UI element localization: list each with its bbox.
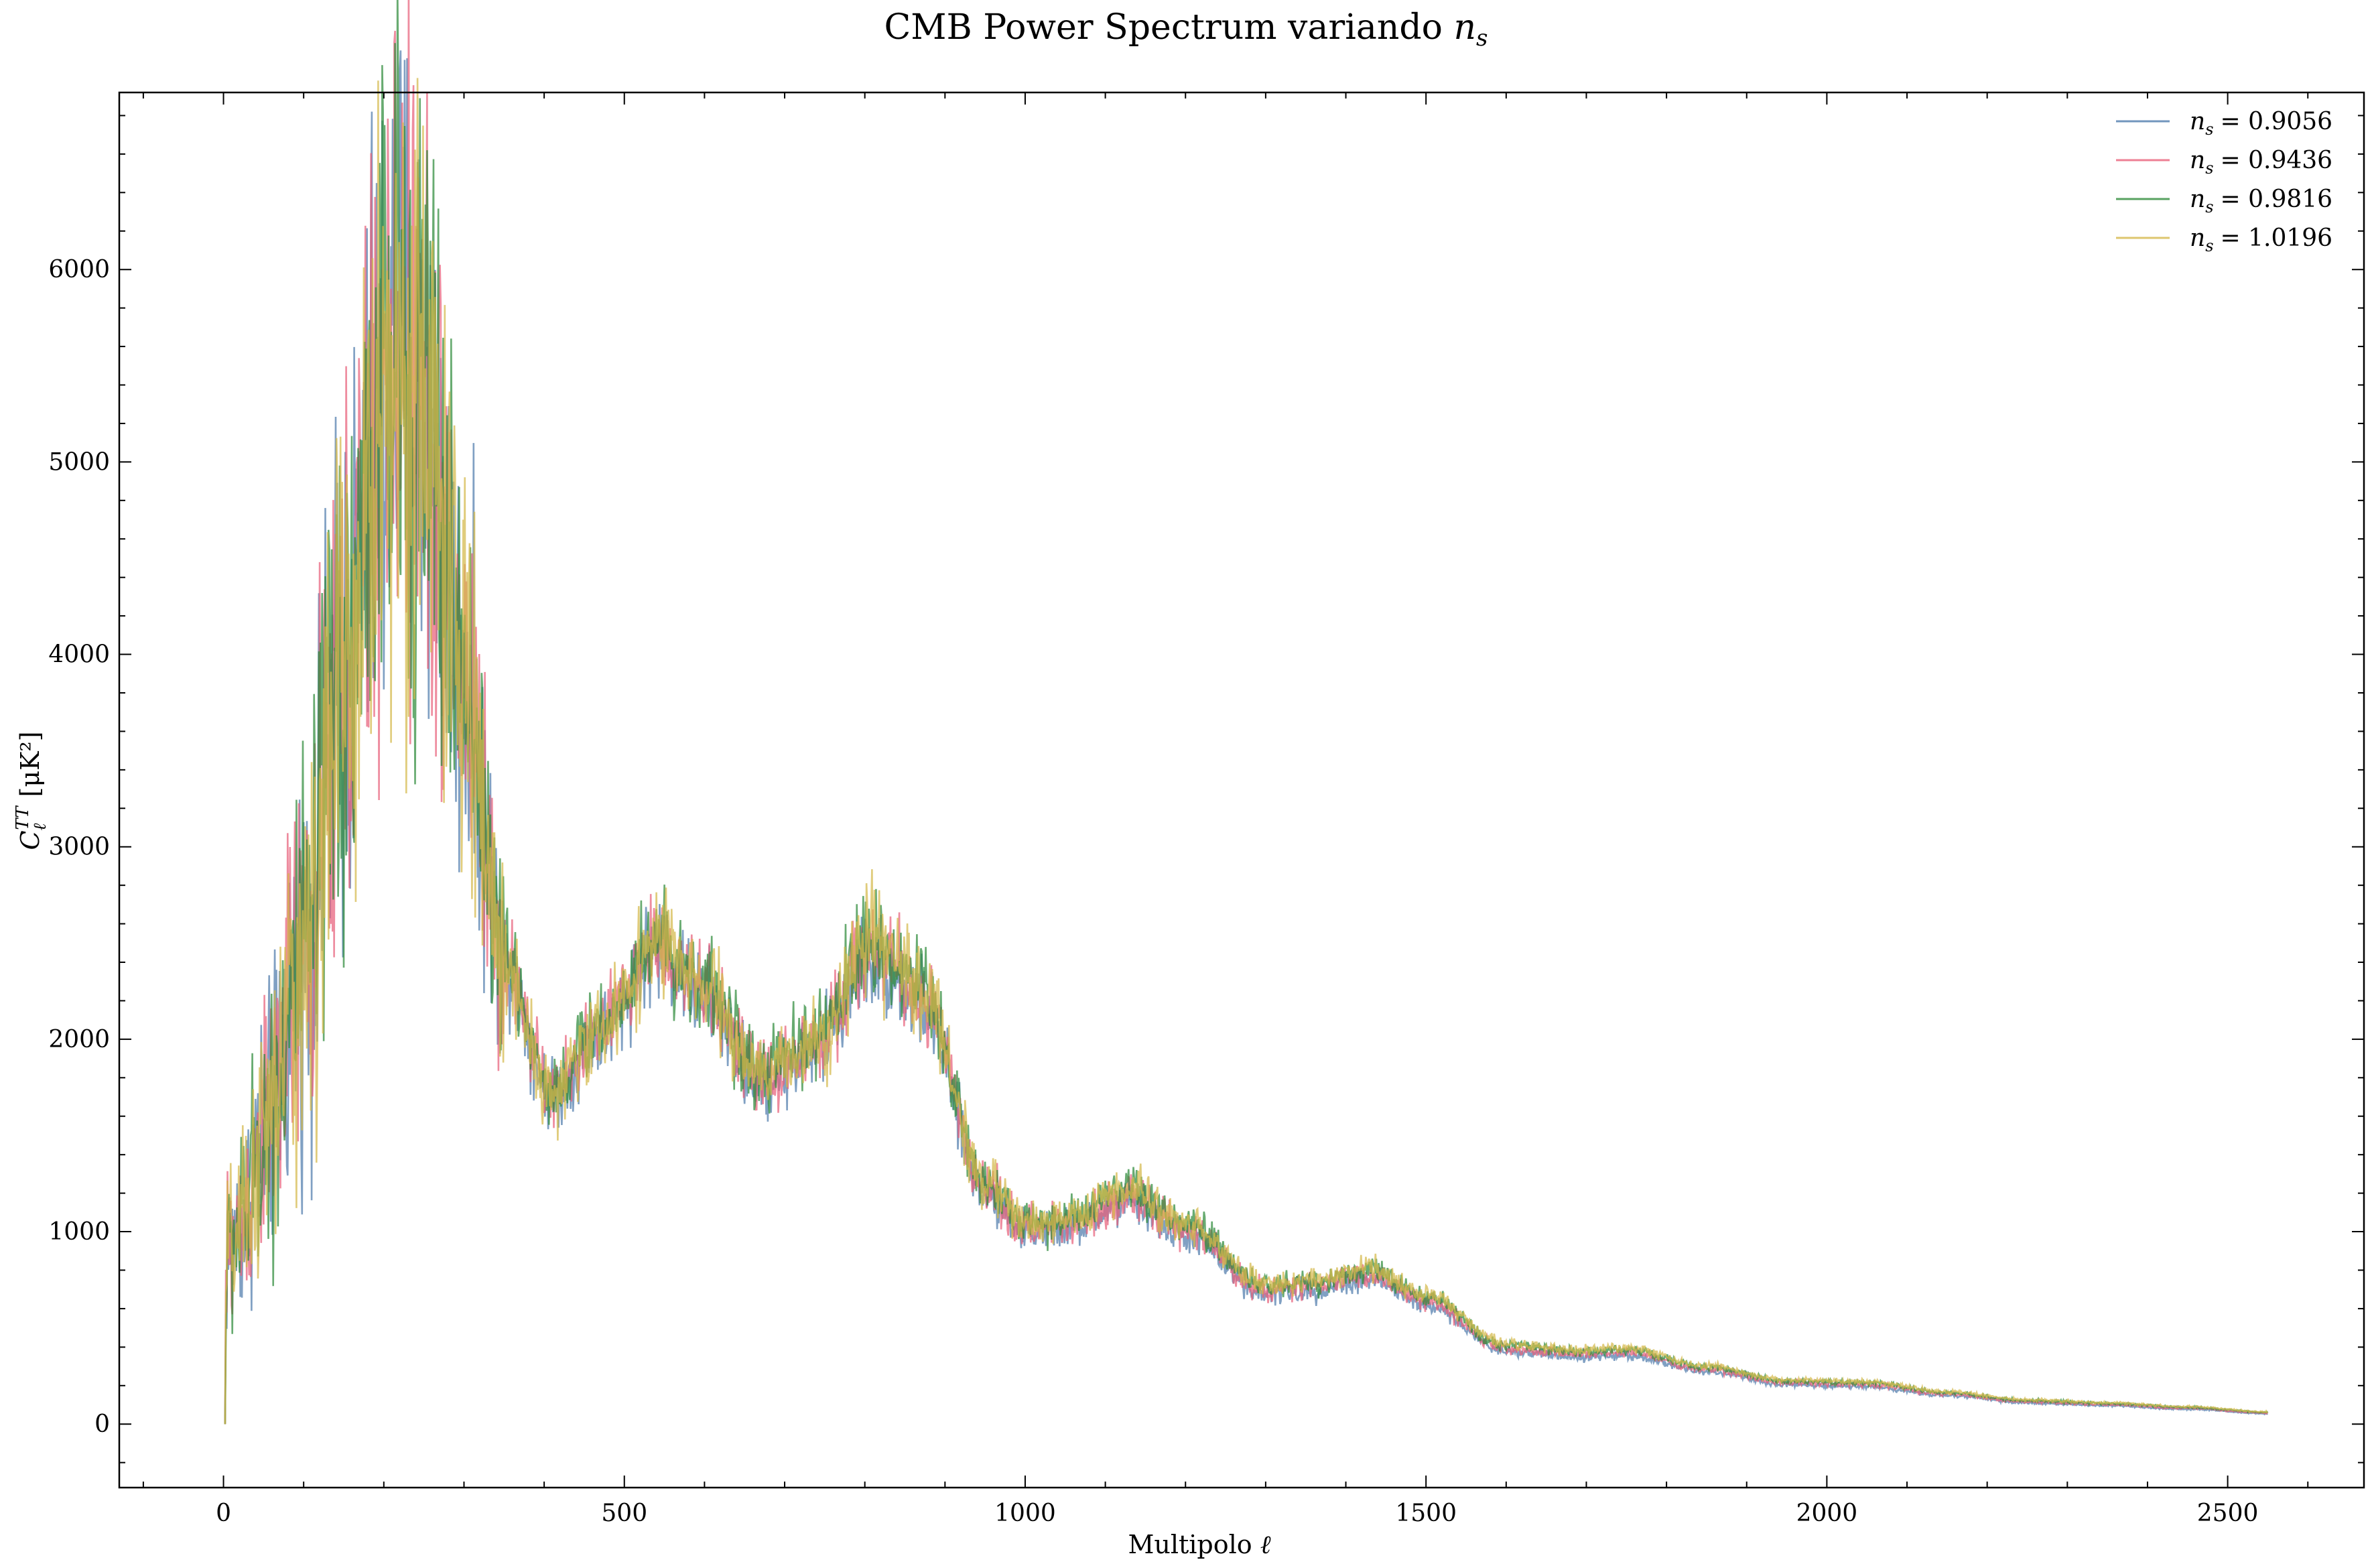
x-tick-label: 1000 — [994, 1500, 1056, 1527]
x-tick-label: 2500 — [2197, 1500, 2259, 1527]
x-tick-label: 500 — [601, 1500, 647, 1527]
y-tick-label: 6000 — [48, 256, 110, 283]
series-line-1 — [224, 50, 2268, 1425]
series-line-2 — [224, 0, 2269, 1425]
series-line-3 — [224, 0, 2269, 1425]
legend-label-3: ns = 0.9816 — [2190, 186, 2332, 216]
legend-label-1: ns = 0.9056 — [2190, 108, 2332, 139]
chart-title: CMB Power Spectrum variando ns — [884, 7, 1488, 52]
y-tick-label: 0 — [94, 1411, 110, 1438]
plot-area — [224, 0, 2269, 1425]
y-tick-label: 1000 — [48, 1218, 110, 1246]
legend-label-4: ns = 1.0196 — [2190, 224, 2332, 255]
y-tick-label: 3000 — [48, 834, 110, 861]
x-tick-label: 1500 — [1395, 1500, 1457, 1527]
legend: ns = 0.9056 ns = 0.9436 ns = 0.9816 ns = 1.0196 — [2116, 108, 2332, 255]
legend-label-2: ns = 0.9436 — [2190, 147, 2332, 178]
y-tick-label: 5000 — [48, 448, 110, 476]
axis-tick-labels: 0 500 1000 1500 2000 2500 0 1000 2000 3000 4000 500… — [48, 256, 2258, 1527]
y-axis-label: CℓTT[μK²] — [13, 731, 50, 850]
series-line-4 — [224, 78, 2268, 1425]
y-tick-label: 4000 — [48, 641, 110, 669]
x-tick-label: 0 — [216, 1500, 231, 1527]
axes-frame — [118, 91, 2365, 1489]
x-tick-label: 2000 — [1796, 1500, 1858, 1527]
axis-ticks — [119, 92, 2364, 1488]
y-tick-label: 2000 — [48, 1026, 110, 1053]
x-axis-label: Multipolo ℓ — [1128, 1530, 1270, 1559]
